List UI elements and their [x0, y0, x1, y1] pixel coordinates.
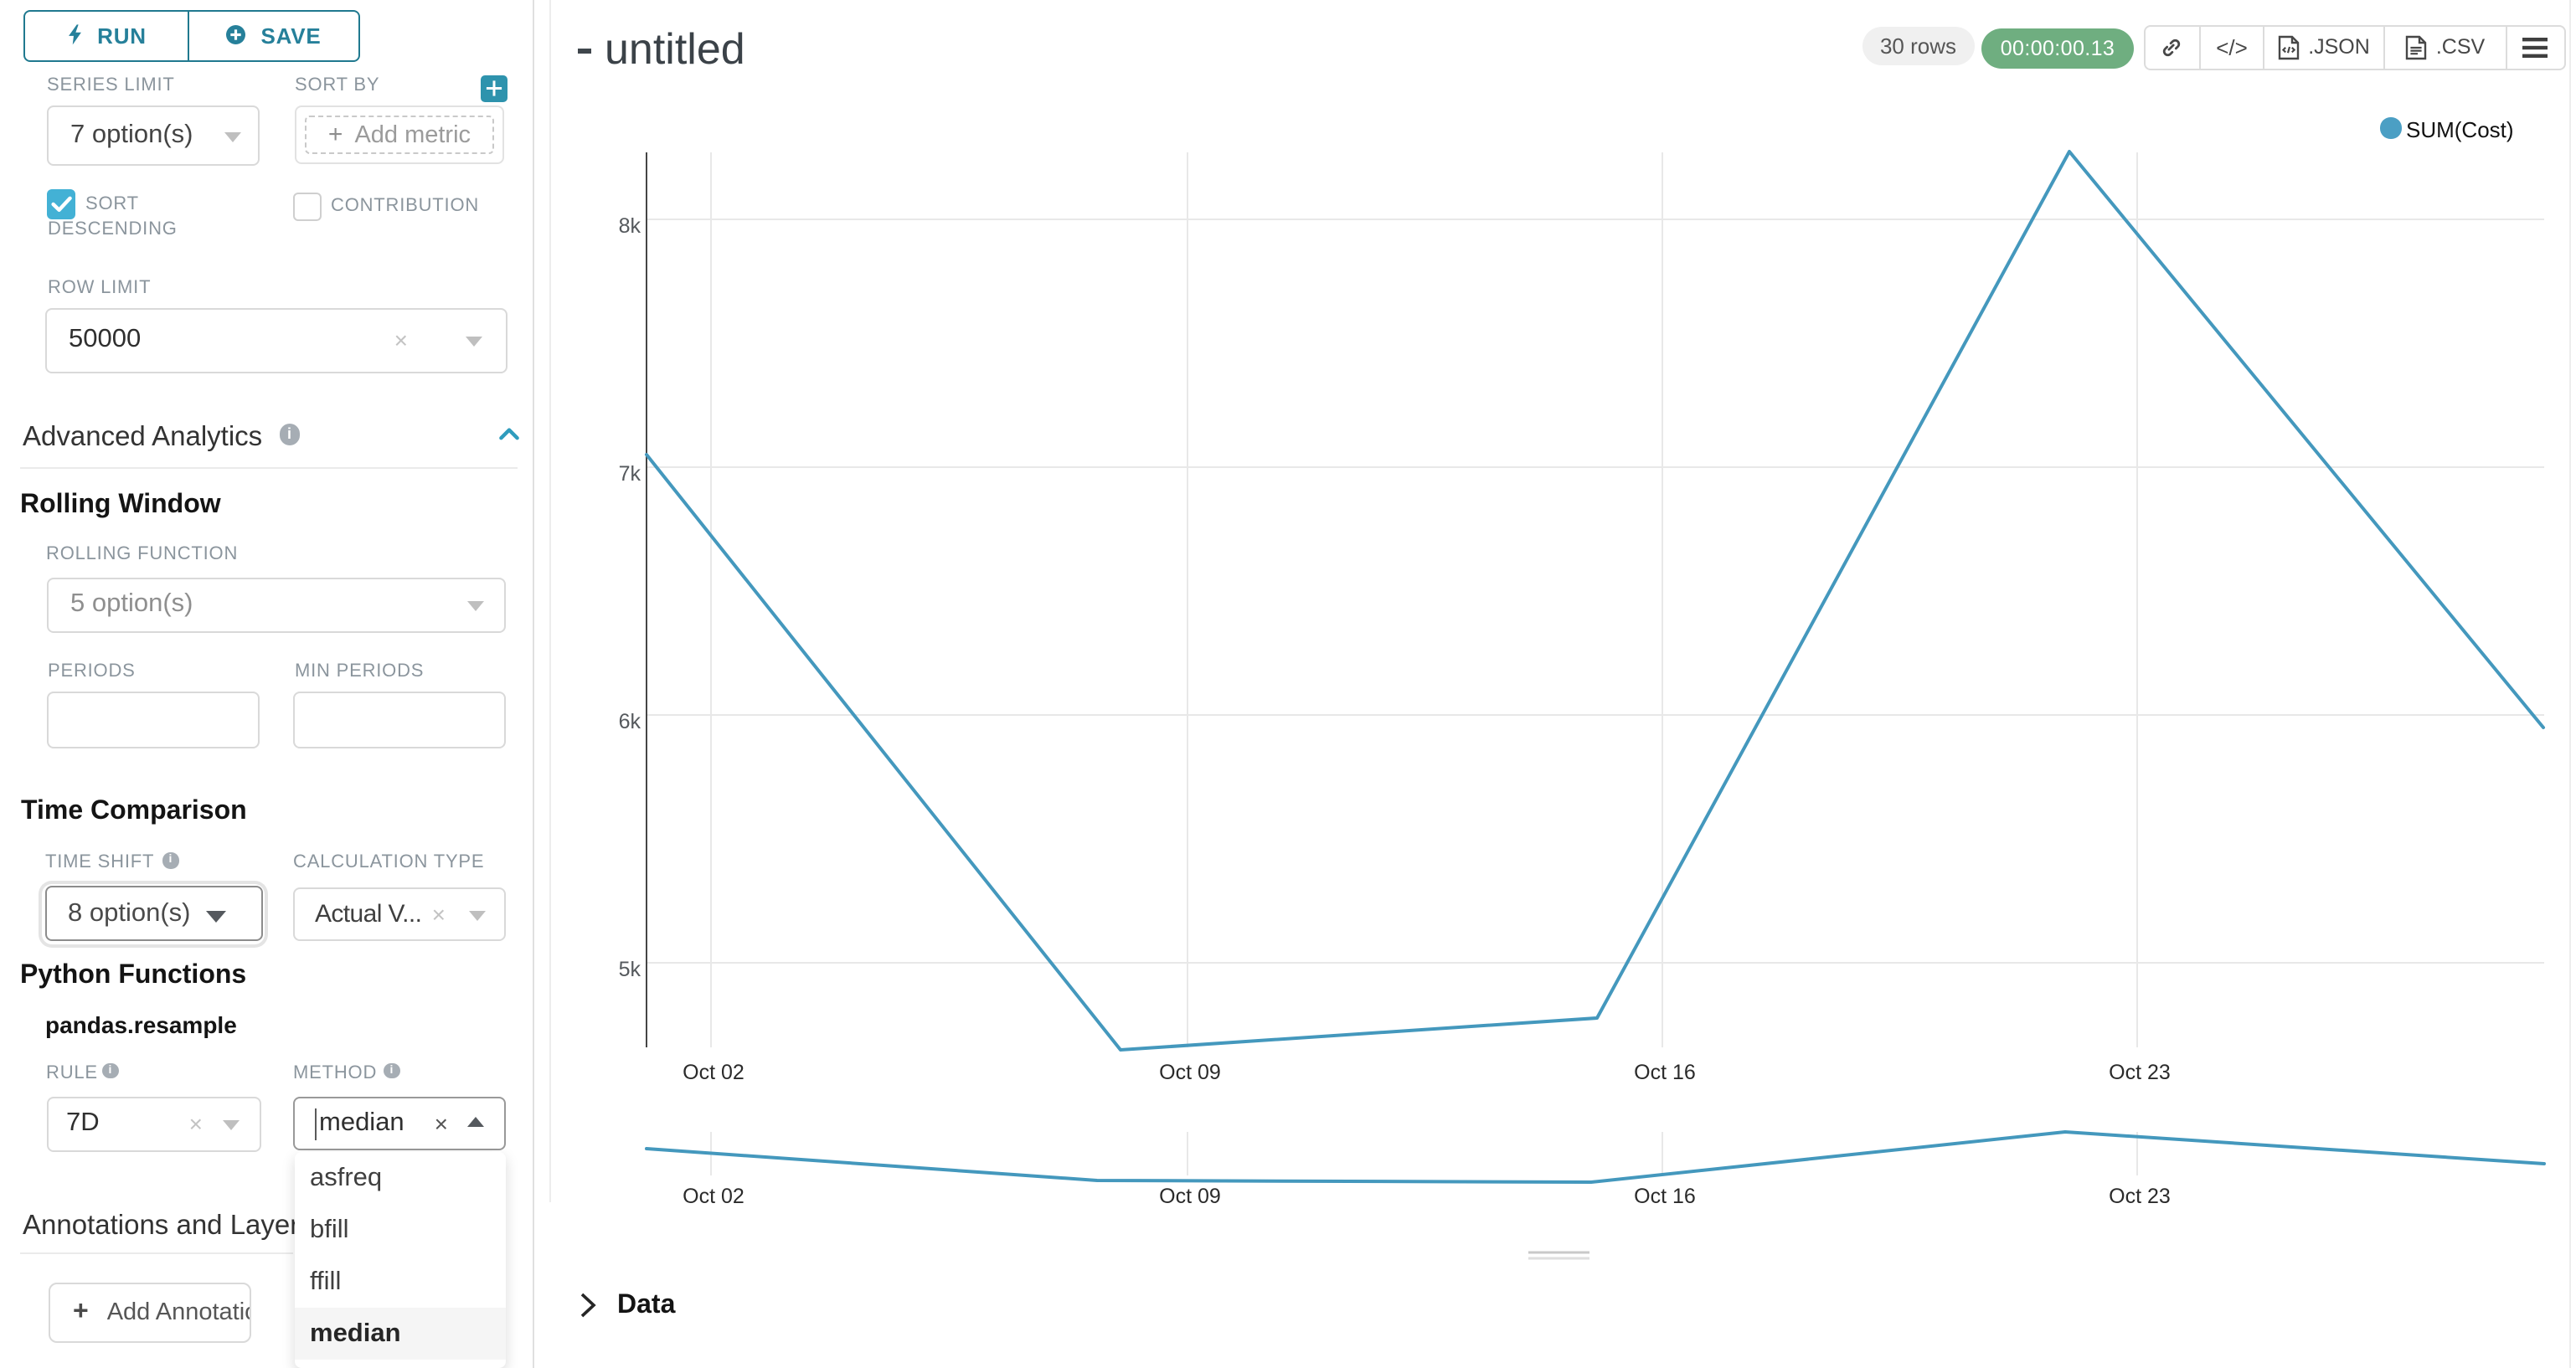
svg-text:Oct 09: Oct 09: [1159, 1185, 1221, 1208]
svg-text:Oct 02: Oct 02: [683, 1185, 744, 1208]
svg-text:Oct 23: Oct 23: [2109, 1061, 2171, 1084]
svg-text:5k: 5k: [619, 958, 641, 981]
svg-text:Oct 02: Oct 02: [683, 1061, 744, 1084]
svg-text:Oct 16: Oct 16: [1634, 1061, 1696, 1084]
svg-text:Oct 09: Oct 09: [1159, 1061, 1221, 1084]
svg-text:8k: 8k: [619, 214, 641, 238]
svg-text:Oct 16: Oct 16: [1634, 1185, 1696, 1208]
svg-text:Oct 23: Oct 23: [2109, 1185, 2171, 1208]
svg-text:6k: 6k: [619, 710, 641, 733]
svg-text:7k: 7k: [619, 462, 641, 486]
